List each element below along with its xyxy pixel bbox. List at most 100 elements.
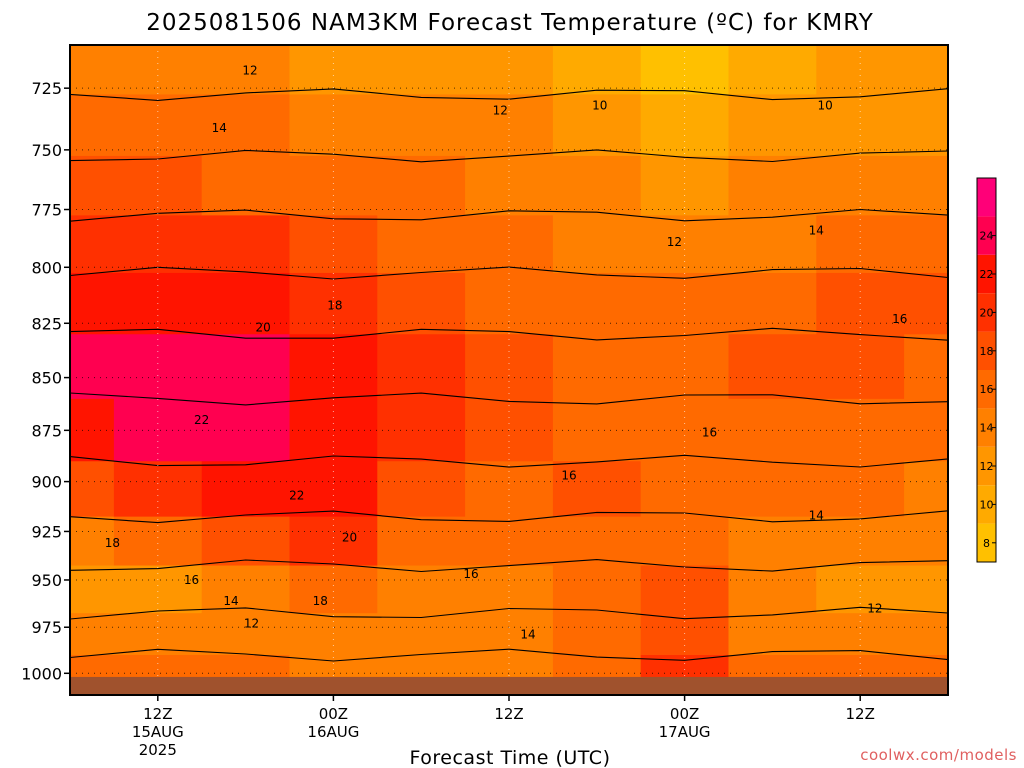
contour-label: 22 (194, 413, 209, 427)
y-tick-label: 900 (31, 473, 62, 492)
fill-cell (201, 565, 290, 614)
contour-label: 10 (817, 99, 832, 113)
fill-cell (377, 398, 466, 462)
colorbar-swatch (977, 178, 996, 217)
y-tick-label: 950 (31, 571, 62, 590)
fill-cell (201, 272, 290, 335)
credit-link[interactable]: coolwx.com/models (860, 746, 1017, 764)
fill-cell (70, 94, 115, 157)
colorbar-swatch (977, 446, 996, 486)
fill-cell (377, 155, 466, 216)
fill-cell (816, 155, 905, 216)
colorbar-swatch (977, 216, 996, 255)
fill-cell (904, 155, 948, 216)
colorbar-swatch (977, 485, 996, 524)
y-tick-label: 775 (31, 201, 62, 220)
isotherm-line (70, 454, 948, 468)
contour-label: 18 (105, 536, 120, 550)
y-tick-label: 875 (31, 421, 62, 440)
fill-cell (816, 565, 905, 614)
contour-label: 12 (667, 235, 682, 249)
chart-title: 2025081506 NAM3KM Forecast Temperature (… (146, 10, 874, 36)
contour-label: 22 (289, 489, 304, 503)
fill-cell (552, 398, 642, 462)
fill-cell (728, 94, 817, 157)
fill-cell (113, 215, 203, 274)
fill-cell (289, 334, 378, 400)
fill-cell (113, 516, 203, 567)
isotherm-line (70, 327, 948, 341)
colorbar-label: 8 (983, 537, 990, 550)
fill-cell (289, 94, 378, 157)
fill-cell (465, 155, 554, 216)
colorbar-swatch (977, 408, 996, 447)
x-tick-sublabel: 15AUG (132, 723, 184, 741)
colorbar: 8 10 12 14 16 18 20 22 24 (976, 177, 997, 563)
fill-cell (377, 334, 466, 400)
fill-cell (289, 516, 378, 567)
fill-cell (465, 516, 554, 567)
contour-label: 14 (520, 628, 535, 642)
fill-cell (70, 272, 115, 335)
fill-cell (70, 45, 115, 95)
contour-label: 18 (313, 594, 328, 608)
fill-cell (113, 94, 203, 157)
isotherm-line (70, 392, 948, 406)
fill-cell (377, 516, 466, 567)
x-tick-sublabel: 2025 (139, 741, 177, 759)
fill-cell (728, 45, 817, 95)
fill-cell (377, 461, 466, 518)
fill-cell (70, 516, 115, 567)
fill-cell (640, 155, 729, 216)
y-tick-label: 825 (31, 314, 62, 333)
fill-cell (552, 565, 642, 614)
x-tick-sublabel: 17AUG (659, 723, 711, 741)
colorbar-swatch (977, 293, 996, 332)
fill-cell (201, 155, 290, 216)
fill-cell (904, 45, 948, 95)
fill-cell (728, 613, 817, 656)
fill-cell (113, 613, 203, 656)
colorbar-label: 20 (980, 306, 994, 319)
fill-cell (465, 613, 554, 656)
contour-label: 10 (592, 99, 607, 113)
y-axis: 725 750 775 800 825 850 875 900 925 950 975 1000 (21, 79, 70, 683)
colorbar-label: 14 (980, 422, 994, 435)
contour-label: 18 (327, 299, 342, 313)
contour-label: 16 (184, 573, 199, 587)
fill-cell (70, 461, 115, 518)
fill-cell (289, 613, 378, 656)
fill-cell (377, 215, 466, 274)
fill-cell (465, 94, 554, 157)
x-tick-label: 00Z (319, 705, 348, 723)
fill-cell (728, 272, 817, 335)
fill-cell (465, 215, 554, 274)
contour-label: 12 (244, 616, 259, 630)
colorbar-label: 22 (980, 268, 994, 281)
fill-cell (904, 516, 948, 567)
contour-label: 16 (702, 425, 717, 439)
colorbar-label: 24 (980, 230, 994, 243)
colorbar-swatch (977, 254, 996, 294)
contour-label: 16 (892, 312, 907, 326)
fill-cell (113, 334, 203, 400)
fill-cell (70, 155, 115, 216)
contour-label: 14 (212, 121, 227, 135)
x-tick-label: 12Z (494, 705, 523, 723)
colorbar-label: 10 (980, 498, 994, 511)
fill-cell (728, 565, 817, 614)
colorbar-swatch (977, 331, 996, 370)
fill-cell (816, 215, 905, 274)
colorbar-label: 16 (980, 383, 994, 396)
contour-label: 14 (223, 594, 238, 608)
fill-cell (201, 334, 290, 400)
contour-label: 12 (867, 601, 882, 615)
fill-cell (640, 94, 729, 157)
fill-cell (377, 613, 466, 656)
contour-label: 12 (242, 64, 257, 78)
contour-labels: 12 12 10 10 14 12 14 18 20 16 22 16 16 22 20 18 16 16 14 18… (105, 64, 908, 642)
fill-cell (904, 461, 948, 518)
fill-cell (113, 155, 203, 216)
fill-cell (728, 461, 817, 518)
